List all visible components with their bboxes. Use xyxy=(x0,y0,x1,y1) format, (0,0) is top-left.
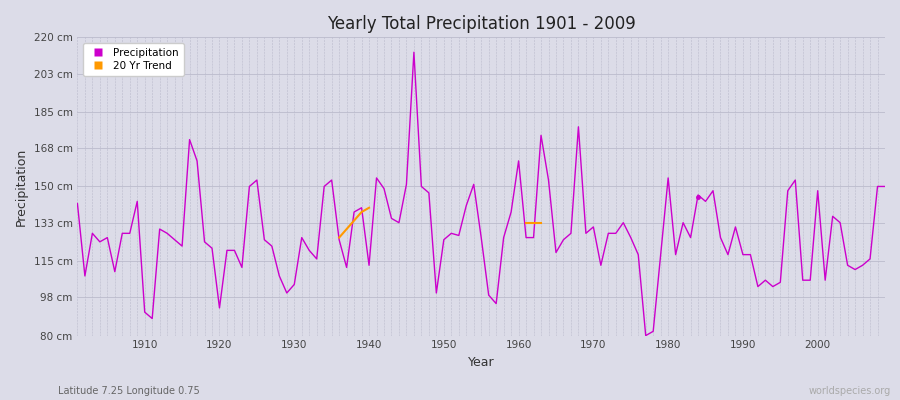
X-axis label: Year: Year xyxy=(468,356,494,369)
Text: Latitude 7.25 Longitude 0.75: Latitude 7.25 Longitude 0.75 xyxy=(58,386,200,396)
Text: worldspecies.org: worldspecies.org xyxy=(809,386,891,396)
Legend: Precipitation, 20 Yr Trend: Precipitation, 20 Yr Trend xyxy=(83,42,184,76)
Y-axis label: Precipitation: Precipitation xyxy=(15,147,28,226)
Title: Yearly Total Precipitation 1901 - 2009: Yearly Total Precipitation 1901 - 2009 xyxy=(327,15,635,33)
